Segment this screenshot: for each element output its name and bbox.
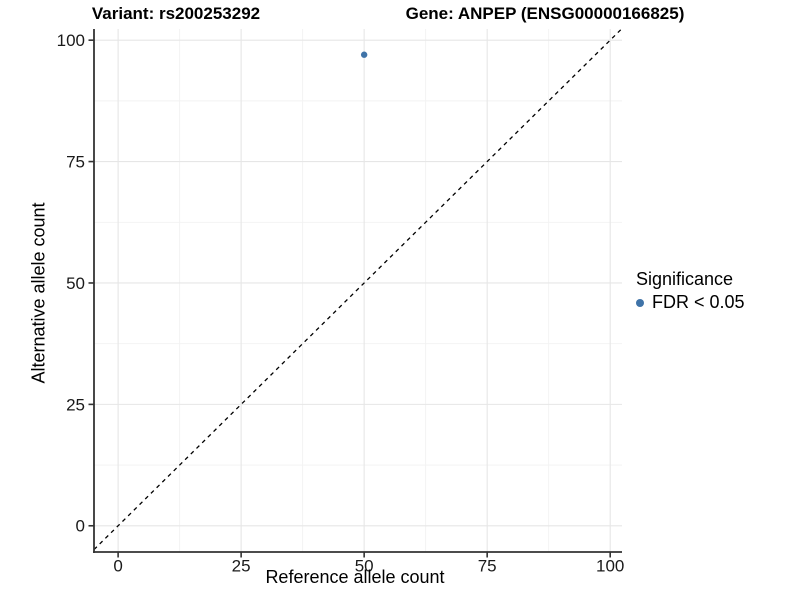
gridlines-minor [94,29,622,552]
y-tick-label: 50 [66,274,85,293]
legend-item: FDR < 0.05 [636,292,745,313]
x-tick-label: 0 [113,557,122,576]
variant-title: Variant: rs200253292 [91,4,261,23]
x-tick-label: 75 [478,557,497,576]
axis-ticks [88,39,611,558]
identity-line [93,28,622,551]
axes [93,29,622,553]
x-axis-title: Reference allele count [265,567,445,587]
x-tick-label: 50 [355,557,374,576]
y-tick-label: 100 [57,31,85,50]
axis-tick-labels: 0 25 50 75 100 0 25 50 75 100 [57,31,625,575]
y-tick-label: 25 [66,395,85,414]
legend: Significance FDR < 0.05 [636,269,745,313]
y-axis-title: Alternative allele count [28,202,49,384]
gene-title: Gene: ANPEP (ENSG00000166825) [405,4,685,23]
x-tick-label: 100 [596,557,624,576]
y-tick-label: 0 [76,517,85,536]
x-tick-label: 25 [232,557,251,576]
legend-title: Significance [636,269,734,289]
gridlines-major [94,29,622,552]
y-tick-label: 75 [66,153,85,172]
legend-point-icon [636,298,644,307]
legend-item-label: FDR < 0.05 [652,292,745,312]
data-point [360,51,368,58]
identity-dashed-line [93,28,622,551]
data-points [360,51,368,58]
